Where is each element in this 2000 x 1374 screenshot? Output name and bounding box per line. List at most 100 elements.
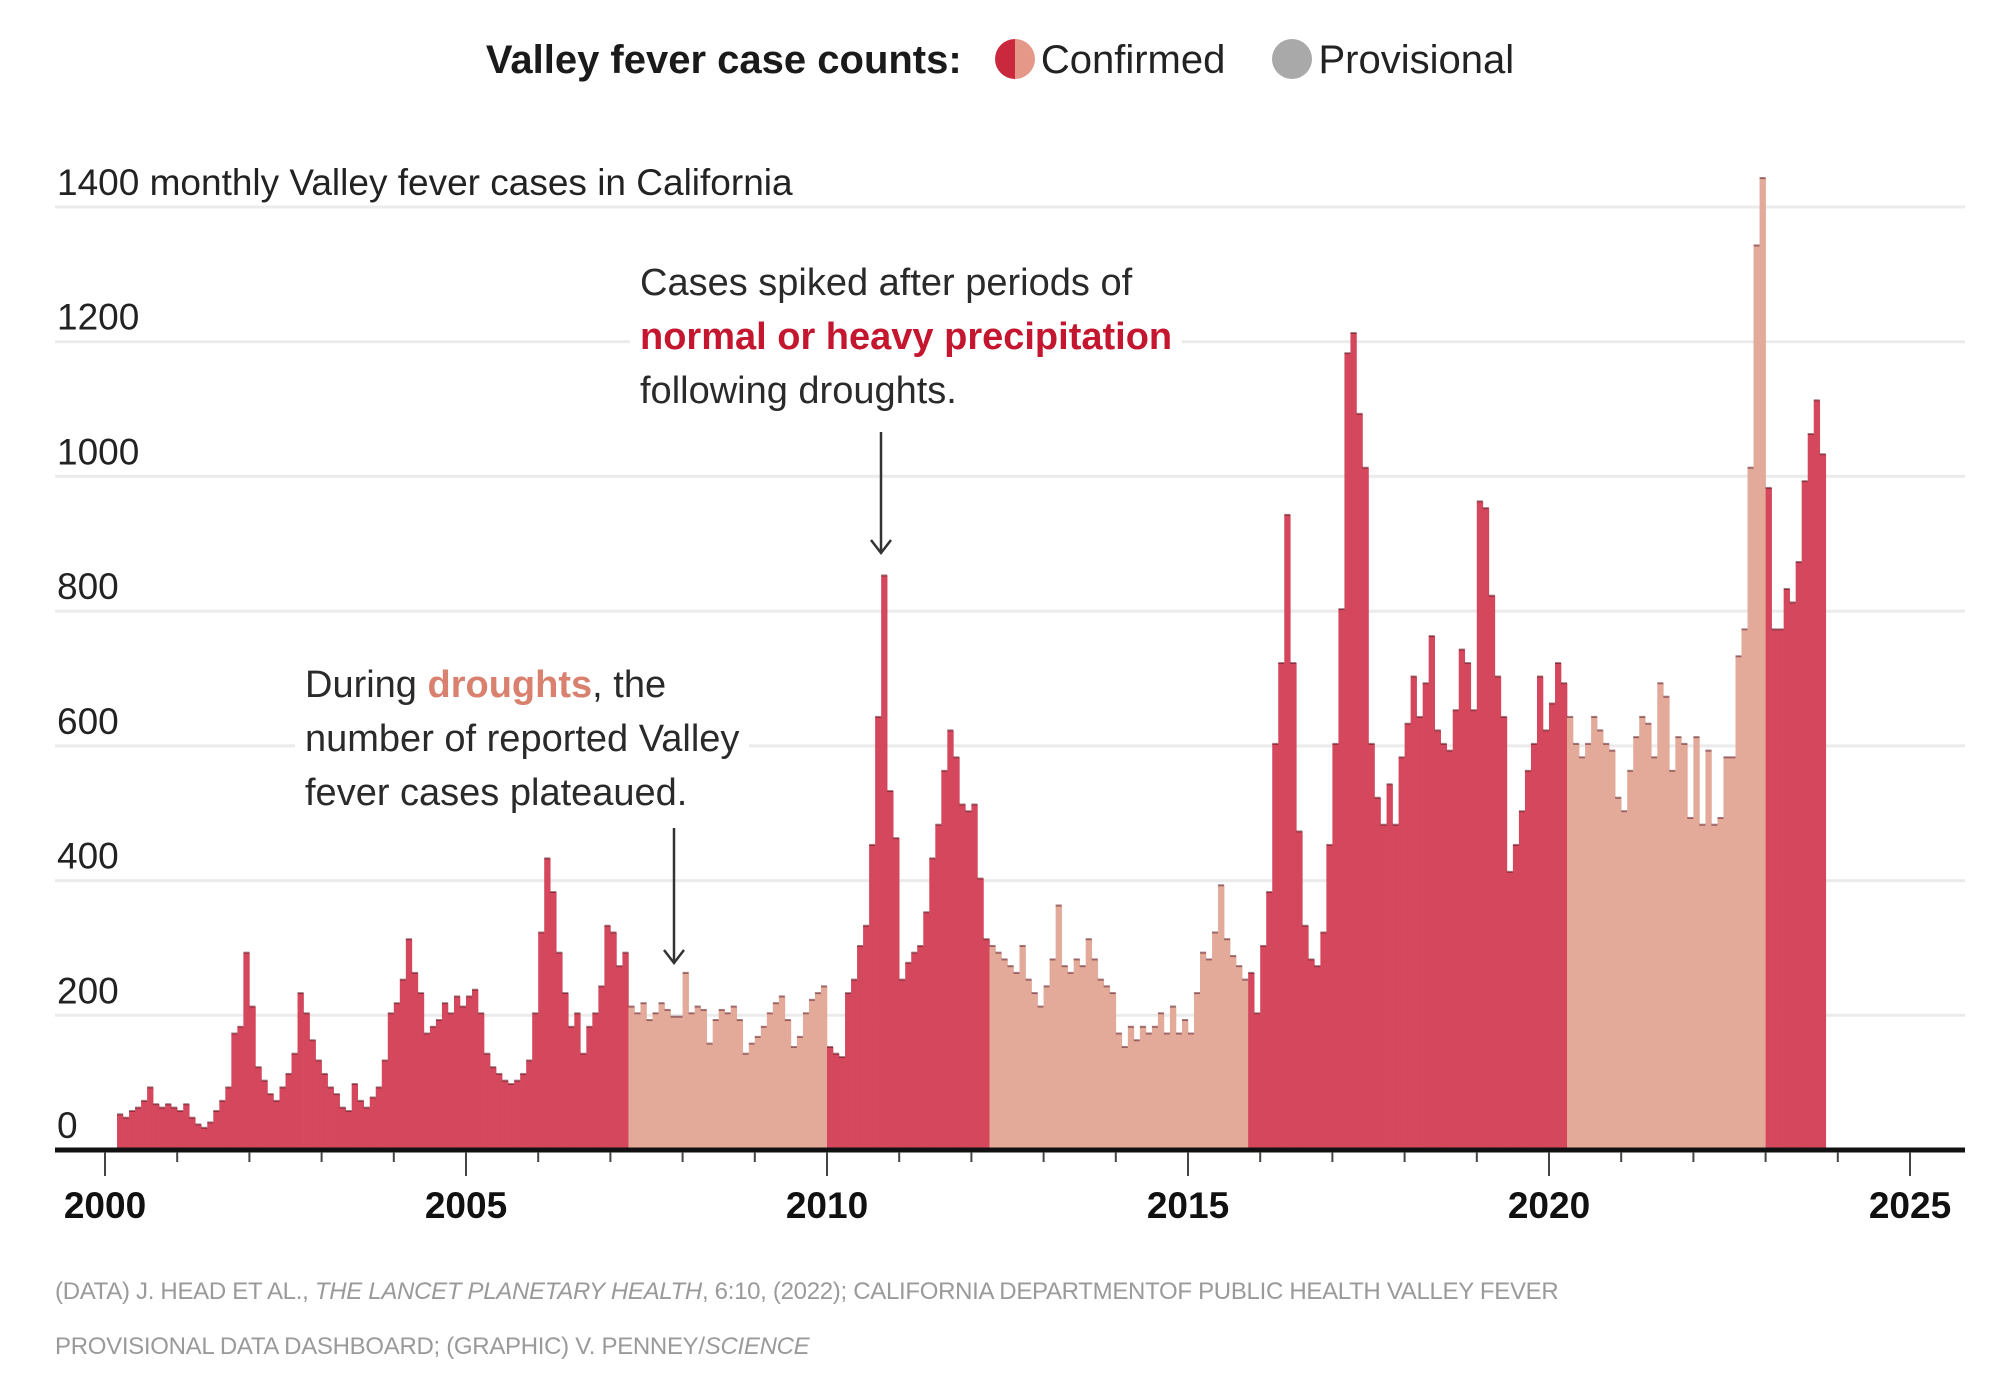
bar — [790, 1046, 798, 1148]
bar — [682, 972, 689, 1148]
bar — [1049, 959, 1056, 1148]
bar — [1145, 1033, 1153, 1148]
bar — [616, 966, 623, 1148]
bar — [1272, 743, 1279, 1148]
bar — [1819, 454, 1827, 1149]
source-part2: , 6:10, (2022); CALIFORNIA DEPARTMENTOF … — [701, 1278, 1559, 1305]
source-part3: PROVISIONAL DATA DASHBOARD; (GRAPHIC) V.… — [55, 1333, 705, 1360]
spike-annotation: Cases spiked after periods of normal or … — [630, 256, 1183, 418]
bar — [1452, 710, 1460, 1148]
provisional-swatch-icon — [1272, 39, 1313, 79]
bar — [1729, 757, 1736, 1148]
bar — [881, 575, 888, 1148]
bar — [941, 770, 948, 1148]
bar — [1549, 703, 1556, 1148]
bar — [556, 952, 563, 1148]
bar — [1567, 716, 1574, 1148]
bar — [820, 986, 828, 1148]
bar — [279, 1087, 286, 1148]
bar — [802, 1013, 810, 1148]
bar — [1657, 683, 1664, 1148]
bar — [1302, 925, 1309, 1148]
bar — [1633, 737, 1640, 1148]
bar — [550, 892, 557, 1148]
bar — [207, 1122, 214, 1148]
bar — [827, 1046, 834, 1148]
x-tick-label: 2025 — [1869, 1185, 1951, 1226]
bar — [706, 1043, 713, 1148]
bar — [586, 1026, 593, 1148]
bar — [1555, 663, 1562, 1148]
bar — [171, 1107, 178, 1148]
bar — [1807, 434, 1815, 1148]
bar — [520, 1073, 527, 1148]
bar — [1681, 743, 1688, 1148]
bar — [784, 1020, 792, 1148]
bar — [417, 993, 425, 1148]
bar — [1338, 609, 1345, 1148]
bar — [129, 1110, 136, 1148]
bar — [351, 1084, 358, 1148]
bar — [1434, 730, 1441, 1148]
bar — [285, 1073, 292, 1148]
bar — [315, 1060, 322, 1148]
bar — [1374, 797, 1381, 1148]
bar — [989, 945, 996, 1148]
bar — [1410, 676, 1417, 1148]
bar — [1206, 959, 1213, 1148]
source-publisher: SCIENCE — [704, 1333, 810, 1360]
bar — [929, 858, 936, 1148]
bar — [664, 1009, 671, 1148]
spike-annotation-highlight: normal or heavy precipitation — [640, 316, 1173, 358]
confirmed-swatch-icon — [994, 39, 1035, 79]
bar — [1627, 770, 1634, 1148]
bar — [1007, 966, 1014, 1148]
bar — [1561, 683, 1568, 1148]
bar — [249, 1006, 256, 1148]
bar — [718, 1009, 726, 1148]
bar — [183, 1104, 190, 1148]
bar — [333, 1094, 340, 1148]
bar — [544, 858, 551, 1148]
bar — [219, 1100, 226, 1148]
bar — [562, 993, 569, 1148]
bar — [923, 912, 930, 1148]
y-tick-label: 1200 — [57, 297, 139, 338]
bar — [255, 1067, 262, 1148]
bar — [1284, 514, 1291, 1148]
bar — [1290, 663, 1297, 1148]
bar — [363, 1107, 371, 1148]
bar — [1398, 757, 1405, 1148]
bar — [369, 1097, 377, 1148]
bar — [1470, 710, 1478, 1148]
bar — [1506, 871, 1514, 1148]
bar — [1530, 743, 1538, 1148]
bar — [1741, 629, 1748, 1148]
bar — [1121, 1046, 1129, 1148]
bar — [977, 878, 984, 1148]
bar — [634, 1013, 641, 1148]
bar — [472, 989, 479, 1148]
y-tick-label: 400 — [57, 836, 119, 877]
bar — [1157, 1013, 1165, 1148]
bar — [147, 1087, 154, 1148]
spike-annotation-line3: following droughts. — [640, 370, 957, 412]
bar — [598, 986, 605, 1148]
y-tick-label: 800 — [57, 566, 119, 607]
bar — [1151, 1026, 1159, 1148]
spike-annotation-line1: Cases spiked after periods of — [640, 262, 1133, 304]
bar — [526, 1060, 533, 1148]
drought-annotation-prefix: During — [305, 664, 428, 706]
bar — [1651, 757, 1658, 1148]
legend-title: Valley fever case counts: — [485, 38, 962, 82]
bar — [1115, 1033, 1123, 1148]
bar — [736, 1020, 744, 1148]
spike-arrow-head — [870, 539, 892, 556]
bar — [1621, 811, 1628, 1148]
bar — [1789, 602, 1796, 1148]
bar — [1242, 979, 1249, 1148]
bar — [399, 979, 407, 1148]
bar — [700, 1009, 707, 1148]
bar — [273, 1100, 280, 1148]
bar — [117, 1114, 124, 1148]
